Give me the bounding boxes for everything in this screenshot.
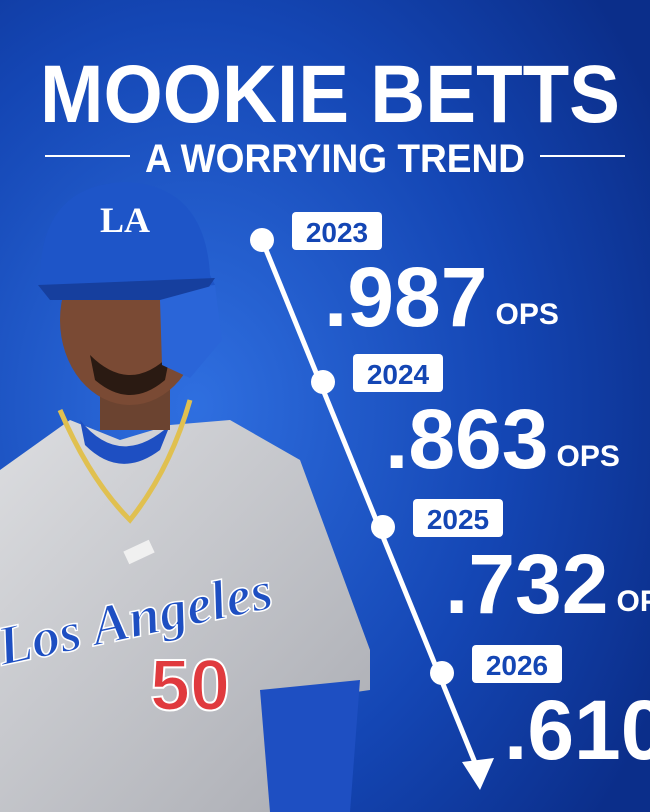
ops-value: .732 [445, 537, 609, 631]
ops-unit: OPS [557, 440, 620, 473]
player-photo [0, 182, 370, 812]
ops-unit: OPS [496, 298, 559, 331]
year-badge [292, 212, 382, 250]
year-label: 2024 [367, 359, 430, 390]
trend-dot [371, 515, 395, 539]
jersey-number: 50 [150, 646, 230, 726]
year-label: 2025 [427, 504, 489, 535]
year-label: 2026 [486, 650, 548, 681]
trend-dot [250, 228, 274, 252]
trend-points: 2023.987OPS2024.863OPS2025.732OPS2026.61… [250, 212, 650, 777]
trend-dot [430, 661, 454, 685]
title: MOOKIE BETTS [40, 49, 620, 140]
year-label: 2023 [306, 217, 368, 248]
year-badge [472, 645, 562, 683]
trend-dot [311, 370, 335, 394]
subtitle: A WORRYING TREND [145, 137, 525, 181]
cap-logo: LA [100, 200, 150, 240]
trend-arrow [462, 758, 494, 790]
year-badge [353, 354, 443, 392]
ops-value: .863 [385, 392, 549, 486]
ops-unit: OPS [617, 585, 650, 618]
ops-value: .610 [504, 683, 650, 777]
ops-value: .987 [324, 250, 488, 344]
year-badge [413, 499, 503, 537]
